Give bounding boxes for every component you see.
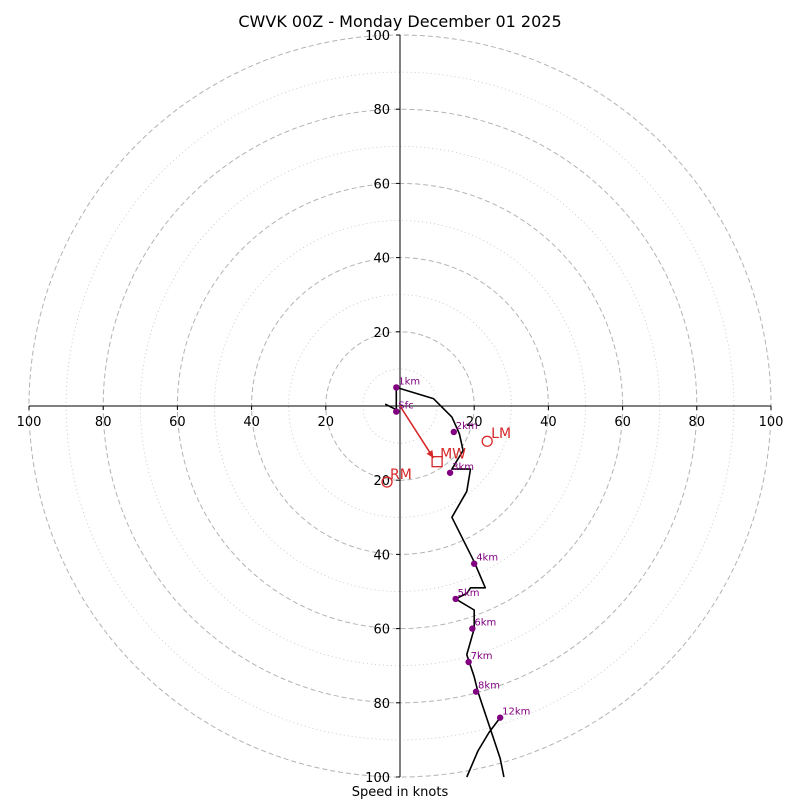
x-tick-label: 60 bbox=[169, 415, 186, 430]
left-mover-marker bbox=[481, 435, 493, 447]
y-tick-label: 40 bbox=[373, 252, 390, 267]
x-tick-label: 80 bbox=[689, 415, 706, 430]
height-label-2km: 2km bbox=[456, 421, 478, 432]
height-label-3km: 3km bbox=[452, 462, 474, 473]
right-mover-marker bbox=[381, 476, 393, 488]
x-axis-label: Speed in knots bbox=[352, 785, 449, 800]
y-tick-label: 100 bbox=[365, 29, 390, 44]
y-tick-label: 80 bbox=[373, 697, 390, 712]
height-marker-Sfc bbox=[393, 408, 400, 415]
x-tick-label: 60 bbox=[614, 415, 631, 430]
chart-title: CWVK 00Z - Monday December 01 2025 bbox=[238, 12, 561, 31]
x-tick-label: 20 bbox=[466, 415, 483, 430]
hodograph-line-upper bbox=[466, 717, 501, 778]
height-label-Sfc: Sfc bbox=[398, 401, 413, 412]
x-tick-label: 20 bbox=[318, 415, 335, 430]
mean-wind-label: MW bbox=[440, 447, 466, 463]
x-tick-label: 100 bbox=[17, 415, 42, 430]
shear-vector bbox=[399, 405, 435, 459]
x-tick-label: 40 bbox=[243, 415, 260, 430]
y-tick-label: 60 bbox=[373, 177, 390, 192]
height-marker-8km bbox=[472, 688, 480, 695]
shear-arrowhead bbox=[426, 449, 434, 458]
height-marker-12km bbox=[496, 714, 504, 721]
y-tick-label: 100 bbox=[365, 771, 390, 786]
x-tick-label: 80 bbox=[95, 415, 112, 430]
height-marker-5km bbox=[452, 595, 459, 603]
y-tick-label: 80 bbox=[373, 103, 390, 118]
left-mover-label: LM bbox=[491, 426, 511, 442]
height-label-6km: 6km bbox=[474, 618, 496, 629]
height-label-8km: 8km bbox=[478, 681, 500, 692]
height-label-12km: 12km bbox=[502, 707, 530, 718]
mean-wind-marker bbox=[431, 455, 443, 468]
y-tick-label: 60 bbox=[373, 623, 390, 638]
height-markers: Sfc 1km 2km 3km 4km 5km 6km 7km 8km 12km bbox=[393, 376, 530, 721]
x-tick-label: 40 bbox=[540, 415, 557, 430]
height-label-4km: 4km bbox=[476, 553, 498, 564]
height-marker-4km bbox=[471, 560, 478, 567]
height-label-1km: 1km bbox=[398, 376, 420, 387]
y-tick-label: 20 bbox=[373, 326, 390, 341]
height-marker-1km bbox=[393, 384, 400, 391]
y-tick-label: 40 bbox=[373, 548, 390, 563]
height-marker-2km bbox=[450, 428, 457, 436]
tick-labels: 100 80 60 40 20 20 40 60 80 100100806040202040608… bbox=[17, 29, 784, 786]
storm-motion: MW LM RM bbox=[381, 426, 511, 488]
height-label-5km: 5km bbox=[458, 588, 480, 599]
x-tick-label: 100 bbox=[759, 415, 784, 430]
right-mover-label: RM bbox=[390, 467, 412, 483]
height-label-7km: 7km bbox=[471, 651, 493, 662]
height-marker-3km bbox=[446, 469, 454, 476]
height-marker-6km bbox=[469, 625, 476, 632]
height-marker-7km bbox=[465, 658, 472, 666]
